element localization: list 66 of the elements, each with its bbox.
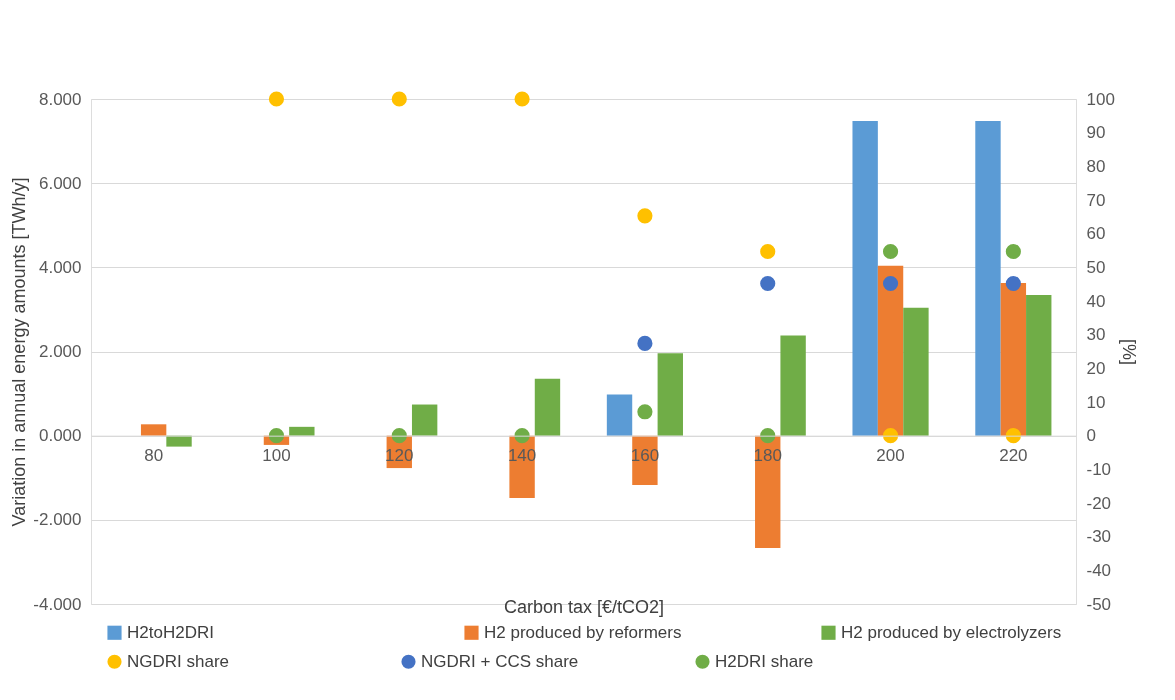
point (1005, 243, 1021, 260)
y-tick-label: 0.000 (38, 426, 82, 446)
bar (411, 404, 438, 436)
point (882, 275, 899, 292)
bar (903, 307, 929, 436)
point (760, 428, 776, 444)
y-tick-label: 8.000 (38, 89, 82, 109)
bar (1026, 295, 1052, 436)
x-tick-label: 220 (999, 446, 1028, 466)
bar (877, 265, 904, 436)
legend-label: H2 produced by electrolyzers (841, 622, 1062, 642)
y2-tick-label: 40 (1086, 291, 1106, 311)
point (882, 428, 899, 444)
point (637, 335, 653, 351)
legend-label: H2toH2DRI (127, 622, 214, 642)
y2-tick-label: 90 (1086, 123, 1106, 143)
bar (657, 353, 683, 436)
point (1005, 275, 1021, 292)
x-tick-label: 100 (262, 446, 291, 466)
point (391, 91, 407, 107)
y2-tick-label: -50 (1086, 594, 1112, 614)
legend-label: NGDRI + CCS share (421, 651, 579, 671)
y2-tick-label: -40 (1086, 560, 1112, 580)
y2-tick-label: 10 (1086, 392, 1106, 412)
point (637, 404, 653, 420)
y-tick-label: 4.000 (38, 257, 82, 277)
legend-label: H2 produced by reformers (484, 622, 682, 642)
bar (289, 426, 315, 436)
y2-tick-label: 50 (1086, 257, 1106, 277)
point (514, 91, 530, 107)
legend-label: H2DRI share (715, 651, 814, 671)
bar (1000, 282, 1027, 436)
x-axis-title: Carbon tax [€/tCO2] (503, 596, 665, 617)
y2-axis-title: [%] (1118, 338, 1139, 366)
y-tick-label: 6.000 (38, 173, 82, 193)
y-tick-label: -2.000 (33, 510, 82, 530)
y2-tick-label: 0 (1086, 426, 1096, 446)
bar (140, 424, 167, 436)
y-tick-label: 2.000 (38, 342, 82, 361)
point (760, 275, 776, 292)
point (268, 91, 285, 107)
y2-tick-label: 60 (1086, 224, 1106, 244)
y2-tick-label: -10 (1086, 459, 1112, 479)
y2-tick-label: 30 (1086, 325, 1106, 345)
bar (534, 378, 561, 436)
y2-tick-label: -30 (1086, 527, 1112, 547)
y2-tick-label: 20 (1086, 358, 1106, 378)
point (268, 428, 285, 444)
y-tick-label: -4.000 (33, 594, 82, 614)
y-axis-title: Variation in annual energy amounts [TWh/y] (9, 177, 30, 527)
point (637, 208, 653, 224)
point (882, 243, 899, 260)
y2-tick-label: 70 (1086, 190, 1106, 210)
bar (166, 435, 192, 447)
x-tick-label: 200 (876, 446, 905, 466)
point (1005, 428, 1021, 444)
bar (780, 335, 806, 436)
y2-tick-label: -20 (1086, 493, 1112, 513)
point (760, 243, 776, 260)
legend-label: NGDRI share (127, 651, 230, 671)
bar (852, 120, 878, 436)
bar (606, 394, 633, 436)
y2-tick-label: 100 (1086, 89, 1115, 109)
y2-tick-label: 80 (1086, 156, 1106, 176)
bar (975, 120, 1001, 436)
x-tick-label: 80 (144, 446, 164, 466)
